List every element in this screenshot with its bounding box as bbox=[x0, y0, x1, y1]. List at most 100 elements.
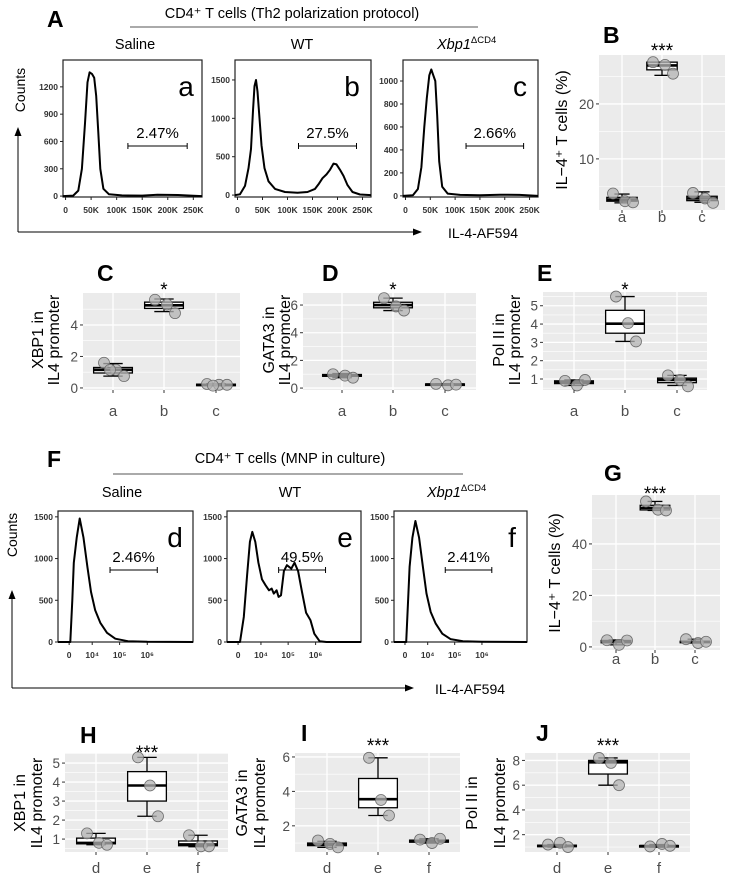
category-label: f bbox=[196, 860, 201, 877]
data-point bbox=[398, 304, 410, 317]
category-label: c bbox=[691, 651, 699, 668]
y-tick-label: 4 bbox=[282, 784, 290, 799]
y-tick-label: 900 bbox=[44, 109, 58, 119]
histogram-frame bbox=[62, 59, 203, 198]
x-tick-label: 200K bbox=[158, 205, 179, 215]
y-tick-label: 2 bbox=[70, 349, 78, 364]
histogram-b: 0 50K 100K 150K 200K 250K 0 500 1000 1500 27.5% b bbox=[211, 59, 374, 215]
y-tick-label: 0 bbox=[384, 637, 389, 647]
y-tick-label: 0 bbox=[217, 637, 222, 647]
y-axis-label: IL4 promoter bbox=[46, 294, 63, 385]
y-tick-label: 600 bbox=[44, 136, 58, 146]
y-tick-label: 0 bbox=[70, 381, 78, 396]
data-point bbox=[375, 794, 387, 806]
histogram-d: 0 10⁴ 10⁵ 10⁶ 0 500 1000 1500 2.46% d bbox=[34, 510, 194, 660]
panel-label-E: E bbox=[537, 260, 552, 286]
arrowhead-right-icon bbox=[413, 228, 422, 236]
x-tick-label: 250K bbox=[183, 205, 204, 215]
y-tick-label: 4 bbox=[530, 317, 538, 332]
significance-stars: * bbox=[160, 280, 168, 301]
group-label-wt: WT bbox=[291, 37, 314, 53]
boxplot-D: 0 2 4 6 a b c * D GATA3 in IL4 promoter bbox=[261, 260, 476, 420]
group-label-wt: WT bbox=[279, 485, 302, 501]
y-tick-label: 3 bbox=[530, 335, 538, 350]
histogram-c: 0 50K 100K 150K 200K 250K 0 200 400 600 800 1000 2.6… bbox=[379, 59, 541, 215]
data-point bbox=[101, 838, 113, 851]
data-point bbox=[118, 370, 130, 383]
data-point bbox=[707, 196, 719, 209]
sample-letter: e bbox=[337, 522, 353, 553]
y-tick-label: 5 bbox=[530, 299, 538, 314]
histogram-curve bbox=[234, 79, 372, 197]
data-point bbox=[363, 751, 375, 764]
sample-letter: f bbox=[508, 522, 516, 553]
box-b bbox=[646, 56, 679, 80]
x-tick-label: 0 bbox=[403, 650, 408, 660]
category-label: c bbox=[212, 403, 220, 420]
y-tick-label: 200 bbox=[384, 168, 398, 178]
sample-letter: c bbox=[513, 71, 527, 102]
histogram-curve bbox=[58, 517, 194, 643]
x-tick-label: 50K bbox=[83, 205, 99, 215]
significance-stars: *** bbox=[367, 736, 390, 757]
category-label: c bbox=[673, 403, 681, 420]
data-point bbox=[659, 58, 671, 71]
data-point bbox=[621, 634, 633, 647]
y-axis-label-A: Counts bbox=[12, 68, 28, 112]
box-a bbox=[600, 634, 633, 651]
category-label: b bbox=[160, 403, 168, 420]
panel-label-J: J bbox=[536, 720, 549, 746]
y-tick-label: 2 bbox=[530, 354, 538, 369]
data-point bbox=[169, 307, 181, 320]
significance-stars: *** bbox=[644, 484, 667, 505]
data-point bbox=[605, 757, 617, 769]
y-axis-label: GATA3 in bbox=[234, 770, 251, 837]
y-tick-label: 1000 bbox=[211, 113, 230, 123]
data-point bbox=[132, 751, 144, 764]
box-iqr bbox=[357, 777, 399, 809]
x-tick-label: 10⁵ bbox=[448, 650, 461, 660]
data-point bbox=[221, 378, 233, 391]
box-c bbox=[679, 633, 712, 649]
data-point bbox=[183, 829, 195, 842]
box-f bbox=[408, 832, 450, 849]
data-point bbox=[149, 293, 161, 306]
y-axis-label: Pol II in bbox=[491, 313, 508, 366]
panel-label-G: G bbox=[604, 460, 622, 486]
box-b bbox=[604, 290, 646, 348]
histogram-frame bbox=[226, 510, 362, 643]
data-point bbox=[667, 67, 679, 80]
data-point bbox=[571, 379, 583, 392]
y-axis-label: IL−4⁺ T cells (%) bbox=[547, 513, 564, 632]
arrowhead-up-icon bbox=[8, 590, 16, 599]
box-a bbox=[553, 374, 595, 392]
box-d bbox=[75, 827, 117, 851]
y-axis-label: IL4 promoter bbox=[492, 757, 509, 848]
data-point bbox=[700, 635, 712, 648]
x-tick-label: 10⁴ bbox=[421, 650, 435, 660]
x-tick-label: 50K bbox=[255, 205, 271, 215]
y-tick-label: 20 bbox=[572, 588, 587, 603]
x-tick-label: 250K bbox=[352, 205, 373, 215]
y-tick-label: 1000 bbox=[34, 554, 53, 564]
y-tick-label: 4 bbox=[512, 803, 520, 818]
box-d bbox=[306, 834, 348, 854]
x-tick-label: 100K bbox=[106, 205, 127, 215]
data-point bbox=[312, 834, 324, 847]
y-tick-label: 2 bbox=[290, 353, 298, 368]
x-axis-label-F: IL-4-AF594 bbox=[435, 681, 505, 697]
category-label: c bbox=[698, 209, 706, 226]
category-label: a bbox=[338, 403, 347, 420]
data-point bbox=[81, 827, 93, 840]
gene-superscript: ΔCD4 bbox=[471, 35, 496, 46]
group-label-xbp1-cko: Xbp1ΔCD4 bbox=[426, 483, 486, 501]
gate-percentage: 2.46% bbox=[112, 549, 155, 566]
y-tick-label: 0 bbox=[393, 191, 398, 201]
y-tick-label: 4 bbox=[70, 318, 78, 333]
boxplot-C: 0 2 4 a b c * C XBP1 in IL4 promoter bbox=[30, 260, 240, 420]
histogram-curve bbox=[402, 68, 539, 197]
y-tick-label: 1500 bbox=[211, 75, 230, 85]
x-tick-label: 10⁴ bbox=[254, 650, 268, 660]
